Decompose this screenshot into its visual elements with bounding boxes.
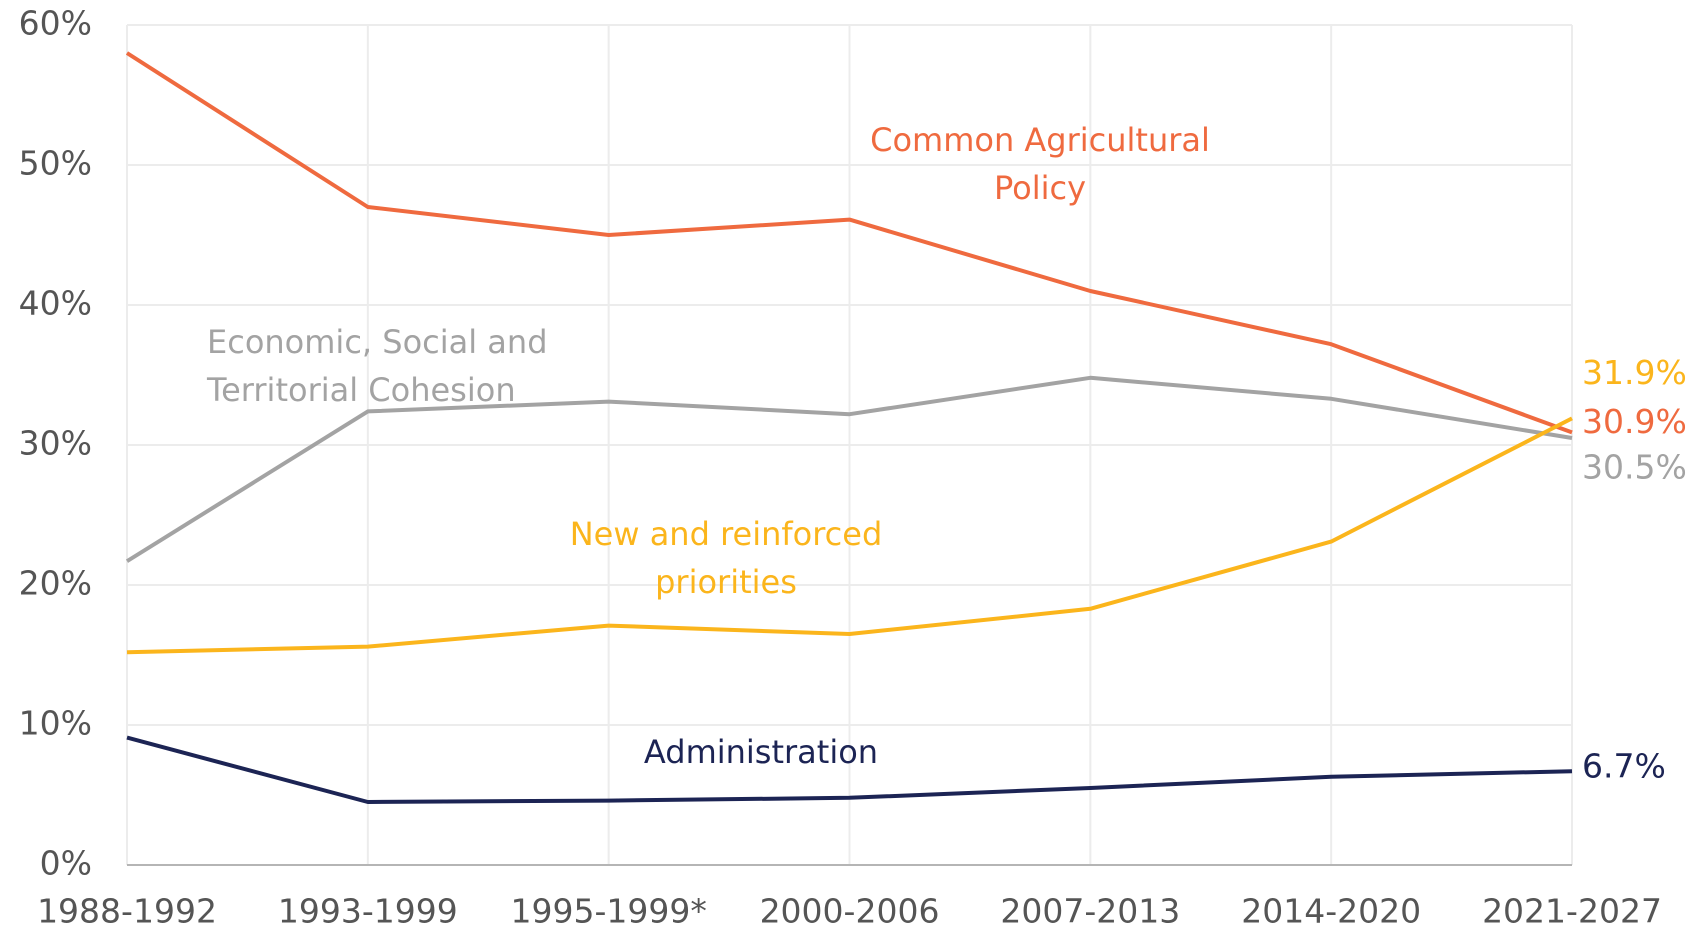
y-tick-label: 40% xyxy=(19,284,92,323)
series-line xyxy=(125,51,1573,435)
series-line xyxy=(126,735,1573,804)
y-tick-label: 60% xyxy=(19,4,92,43)
series-annotation: Administration xyxy=(643,733,879,771)
series-annotation: New and reinforced priorities xyxy=(569,515,883,601)
x-tick-label: 2000-2006 xyxy=(760,892,940,931)
x-tick-label: 1995-1999* xyxy=(510,892,706,931)
y-tick-label: 0% xyxy=(40,844,92,883)
value-label: 30.5% xyxy=(1582,448,1687,487)
x-tick-label: 1993-1999 xyxy=(278,892,458,931)
x-tick-label: 2007-2013 xyxy=(1000,892,1180,931)
series-line xyxy=(125,375,1573,563)
x-tick-label: 2021-2027 xyxy=(1482,892,1662,931)
value-label: 31.9% xyxy=(1582,353,1687,392)
y-tick-label: 50% xyxy=(19,144,92,183)
series-annotation: Economic, Social and Territorial Cohesio… xyxy=(207,323,548,409)
x-tick-label: 1988-1992 xyxy=(37,892,217,931)
y-tick-label: 20% xyxy=(19,564,92,603)
series-line xyxy=(126,416,1573,655)
y-tick-label: 30% xyxy=(19,424,92,463)
y-tick-label: 10% xyxy=(19,704,92,743)
value-label: 30.9% xyxy=(1582,402,1687,441)
series-annotation: Common Agricultural Policy xyxy=(870,121,1210,207)
x-tick-label: 2014-2020 xyxy=(1241,892,1421,931)
value-label: 6.7% xyxy=(1582,747,1666,786)
